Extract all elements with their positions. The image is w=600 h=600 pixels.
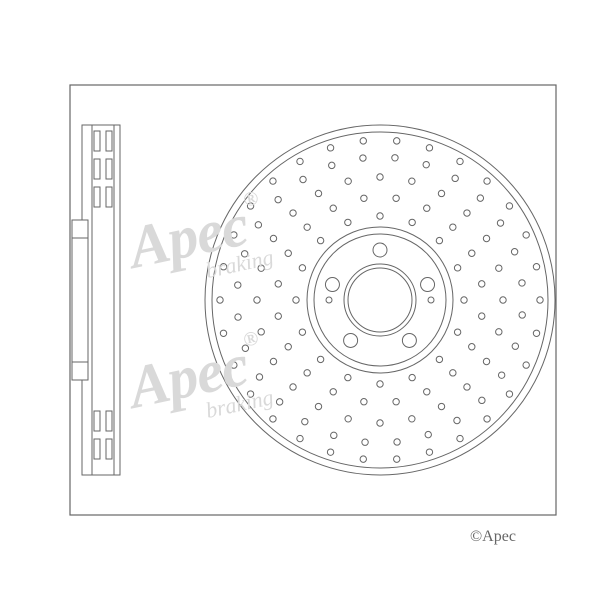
disc-side-view	[72, 125, 120, 475]
technical-drawing	[0, 0, 600, 600]
disc-face-view	[205, 125, 555, 475]
copyright-label: ©Apec	[470, 528, 516, 546]
